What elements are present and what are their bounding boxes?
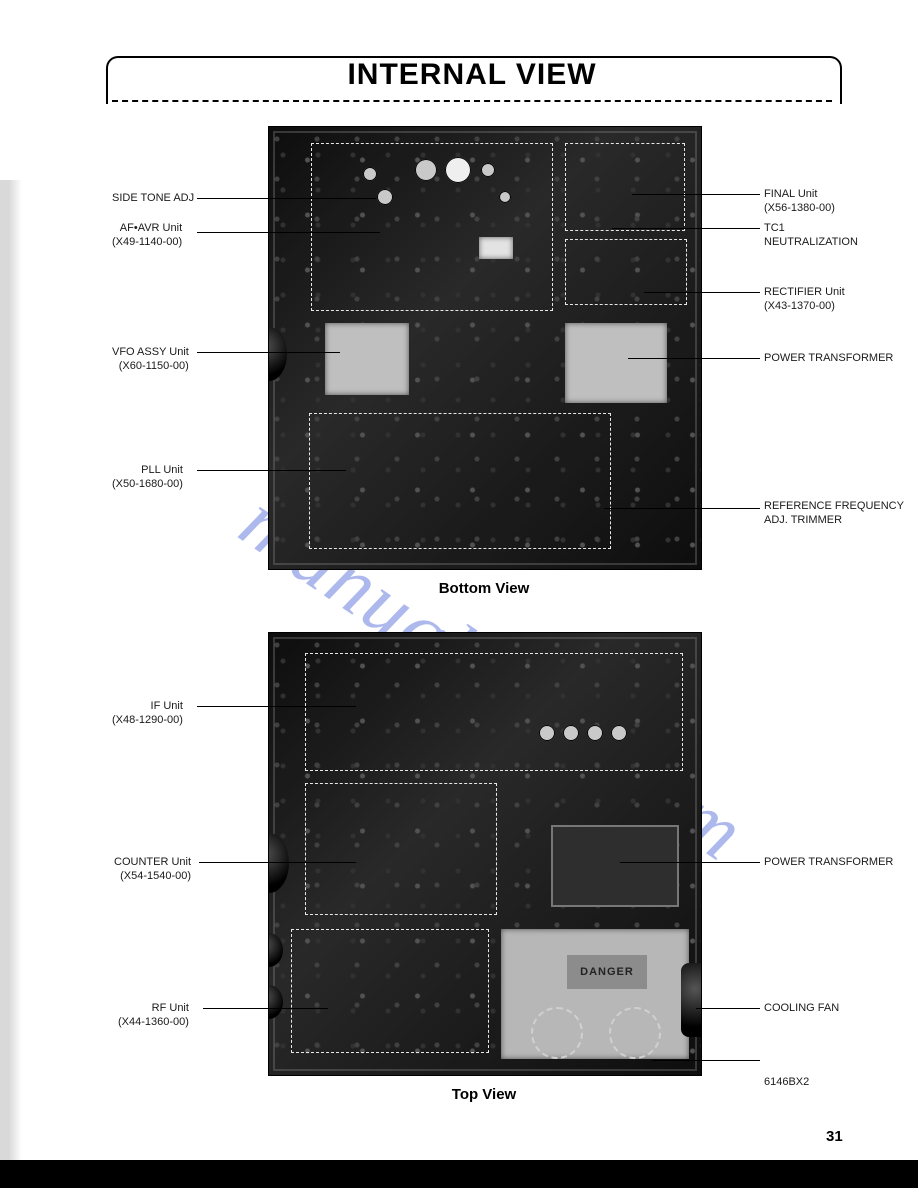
component-dot [587,725,603,741]
callout-text: FINAL Unit [764,188,835,202]
callout-text: COUNTER Unit [114,856,191,870]
leader-line [628,358,760,359]
callout-pll_unit: PLL Unit(X50-1680-00) [112,464,183,492]
region-outline [291,929,489,1053]
component-dot [415,159,437,181]
callout-text: POWER TRANSFORMER [764,352,893,366]
callout-subtext: (X56-1380-00) [764,202,835,216]
scan-edge-bottom [0,1160,918,1188]
callout-if_unit: IF Unit(X48-1290-00) [112,700,183,728]
callout-vfo_assy_unit: VFO ASSY Unit(X60-1150-00) [112,346,189,374]
callout-subtext: (X43-1370-00) [764,300,845,314]
page-title: INTERNAL VIEW [106,58,838,92]
component-block [565,323,667,403]
callout-text: AF•AVR Unit [112,222,182,236]
component-dot [499,191,511,203]
component-dot [445,157,471,183]
leader-line [197,352,340,353]
title-banner-dash [112,100,832,102]
leader-line [197,232,380,233]
callout-text: PLL Unit [112,464,183,478]
callout-cooling_fan: COOLING FAN [764,1002,839,1016]
callout-ref_freq: REFERENCE FREQUENCYADJ. TRIMMER [764,500,904,528]
leader-line [644,292,760,293]
leader-line [696,1008,760,1009]
page-number: 31 [826,1128,843,1145]
callout-pwr_xfmr_b: POWER TRANSFORMER [764,352,893,366]
photo-top-view: DANGER [268,632,702,1076]
danger-label: DANGER [567,955,647,989]
callout-text: REFERENCE FREQUENCY [764,500,904,514]
component-dot [539,725,555,741]
leader-line [197,706,356,707]
scan-edge-left [0,180,22,1160]
leader-line [197,470,346,471]
callout-text: SIDE TONE ADJ [112,192,194,206]
region-outline [565,143,685,231]
callout-final_unit: FINAL Unit(X56-1380-00) [764,188,835,216]
component-block [325,323,409,395]
leader-line [604,508,760,509]
callout-side_tone_adj: SIDE TONE ADJ [112,192,194,206]
leader-line [197,198,376,199]
callout-text: VFO ASSY Unit [112,346,189,360]
leader-line [203,1008,328,1009]
callout-subtext: (X44-1360-00) [118,1016,189,1030]
component-block [551,825,679,907]
caption-top-view: Top View [384,1086,584,1103]
region-outline [565,239,687,305]
leader-line [652,1060,760,1061]
callout-rectifier: RECTIFIER Unit(X43-1370-00) [764,286,845,314]
callout-af_avr_unit: AF•AVR Unit(X49-1140-00) [112,222,182,250]
leader-line [199,862,356,863]
callout-subtext: ADJ. TRIMMER [764,514,904,528]
callout-subtext: (X48-1290-00) [112,714,183,728]
tube-outline [531,1007,583,1059]
callout-text: RF Unit [118,1002,189,1016]
callout-text: COOLING FAN [764,1002,839,1016]
callout-rf_unit: RF Unit(X44-1360-00) [118,1002,189,1030]
caption-bottom-view: Bottom View [384,580,584,597]
callout-counter_unit: COUNTER Unit(X54-1540-00) [114,856,191,884]
manual-page: INTERNAL VIEW manualshub.com Bottom View… [0,0,918,1188]
callout-pwr_xfmr_t: POWER TRANSFORMER [764,856,893,870]
callout-text: RECTIFIER Unit [764,286,845,300]
component-dot [363,167,377,181]
callout-subtext: (X60-1150-00) [112,360,189,374]
callout-6146bx2: 6146BX2 [764,1076,809,1090]
region-outline [305,653,683,771]
callout-text: IF Unit [112,700,183,714]
callout-tc1_neut: TC1NEUTRALIZATION [764,222,858,250]
callout-subtext: NEUTRALIZATION [764,236,858,250]
photo-bottom-view [268,126,702,570]
region-outline [305,783,497,915]
leader-line [620,862,760,863]
callout-subtext: (X54-1540-00) [114,870,191,884]
component-block [501,929,689,1059]
region-outline [309,413,611,549]
component-dot [377,189,393,205]
callout-text: TC1 [764,222,858,236]
callout-subtext: (X49-1140-00) [112,236,182,250]
leader-line [632,194,760,195]
component-dot [481,163,495,177]
callout-text: 6146BX2 [764,1076,809,1090]
callout-subtext: (X50-1680-00) [112,478,183,492]
component-dot [611,725,627,741]
tube-outline [609,1007,661,1059]
callout-text: POWER TRANSFORMER [764,856,893,870]
leader-line [612,228,760,229]
fan-housing [681,963,702,1037]
component-dot [563,725,579,741]
